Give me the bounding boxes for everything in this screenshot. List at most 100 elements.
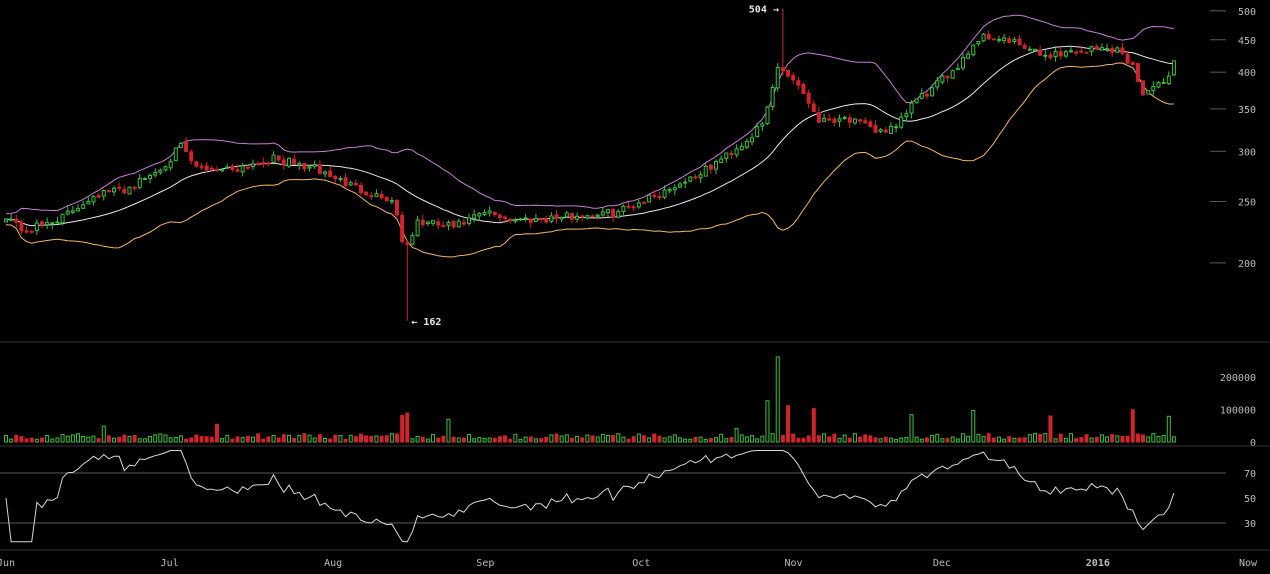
volume-bar (307, 434, 312, 443)
candle-body (1002, 37, 1007, 42)
candle-body (518, 218, 523, 221)
candle-body (281, 159, 286, 166)
candle-body (312, 164, 317, 167)
volume-bar (827, 436, 832, 443)
candle-body (719, 158, 724, 163)
volume-bar (410, 438, 415, 443)
candle-body (811, 103, 816, 113)
candle-body (981, 33, 986, 42)
candle-body (1130, 61, 1135, 66)
volume-bar (888, 437, 893, 443)
candle-body (966, 53, 971, 59)
candle-body (142, 178, 147, 181)
volume-bar (657, 435, 662, 443)
volume-bar (29, 437, 34, 443)
volume-bar (729, 437, 734, 443)
candle-body (1115, 47, 1120, 53)
candle-body (657, 196, 662, 199)
candle-body (81, 204, 86, 209)
volume-bar (1099, 434, 1104, 443)
candle-body (1027, 48, 1032, 51)
volume-bar (415, 435, 420, 443)
x-axis: Jun Jul Aug Sep Oct Nov Dec 2016 Now (0, 558, 1258, 569)
candle-body (348, 182, 353, 186)
candle-body (328, 170, 333, 178)
volume-bar (873, 437, 878, 443)
volume-bar (605, 434, 610, 443)
candle-body (677, 183, 682, 188)
candle-body (148, 174, 153, 179)
x-tick-label: Sep (476, 558, 494, 569)
candle-body (456, 220, 461, 228)
volume-bar (683, 438, 688, 443)
high-annotation: 504 → (749, 5, 779, 16)
candle-body (379, 193, 384, 199)
candle-body (297, 162, 302, 166)
volume-bar (1074, 438, 1079, 443)
candle-body (50, 222, 55, 225)
candle-body (168, 160, 173, 169)
candle-body (1032, 48, 1037, 52)
candle-body (744, 140, 749, 148)
candle-body (1012, 39, 1017, 42)
volume-bar (189, 437, 194, 443)
volume-bar (343, 438, 348, 443)
volume-bar (1058, 433, 1063, 443)
volume-bar (950, 436, 955, 443)
price-tick-label: 400 (1238, 68, 1256, 79)
candle-body (1089, 46, 1094, 52)
volume-bar (312, 437, 317, 443)
volume-bar (122, 434, 127, 443)
candle-body (1120, 47, 1125, 54)
volume-tick-label: 0 (1250, 438, 1256, 449)
candle-body (112, 187, 117, 193)
candle-body (256, 163, 261, 166)
volume-bar (184, 438, 189, 443)
volume-bar (250, 436, 255, 443)
price-tick-label: 350 (1238, 105, 1256, 116)
volume-bar (492, 437, 497, 443)
volume-bar (1105, 436, 1110, 443)
candle-body (523, 217, 528, 220)
volume-bar (580, 437, 585, 443)
volume-bar (292, 437, 297, 443)
x-tick-label: Nov (784, 558, 802, 569)
volume-bar (1043, 433, 1048, 443)
volume-bar (446, 418, 451, 443)
price-tick-label: 200 (1238, 259, 1256, 270)
volume-bar (384, 435, 389, 443)
candle-body (1141, 80, 1146, 96)
rsi-tick-label: 50 (1244, 494, 1256, 505)
volume-bar (70, 434, 75, 443)
candle-body (714, 161, 719, 170)
volume-bar (940, 438, 945, 443)
candle-body (827, 118, 832, 121)
volume-bar (996, 436, 1001, 443)
candle-body (261, 162, 266, 165)
volume-bar (986, 433, 991, 443)
candle-body (976, 40, 981, 45)
volume-bar (76, 433, 81, 443)
candle-body (271, 154, 276, 163)
volume-bar (1146, 436, 1151, 443)
candle-body (461, 221, 466, 225)
volume-bar (142, 438, 147, 443)
candle-body (1125, 53, 1130, 64)
volume-bar (281, 434, 286, 443)
candle-body (420, 219, 425, 226)
candle-body (189, 151, 194, 162)
volume-bar (19, 436, 24, 443)
candle-body (1079, 50, 1084, 53)
volume-bar (137, 438, 142, 443)
volume-bar (955, 438, 960, 443)
volume-bar (631, 436, 636, 443)
candle-body (858, 119, 863, 122)
volume-bar (677, 437, 682, 443)
x-tick-label: Now (1239, 558, 1258, 569)
candle-body (302, 162, 307, 170)
candle-body (595, 214, 600, 217)
candle-body (1007, 38, 1012, 43)
volume-bar (734, 428, 739, 443)
candle-body (806, 92, 811, 104)
